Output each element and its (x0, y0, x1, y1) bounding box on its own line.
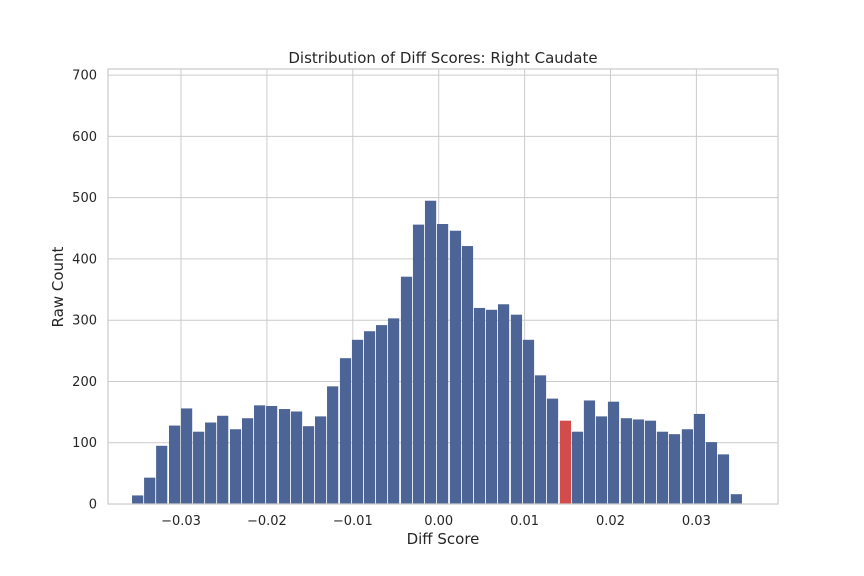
chart-title: Distribution of Diff Scores: Right Cauda… (288, 49, 597, 67)
histogram-bar (205, 422, 217, 504)
histogram-bar (461, 246, 474, 504)
histogram-bar (497, 304, 510, 504)
histogram-bars (132, 200, 742, 505)
histogram-bar (620, 418, 633, 504)
histogram-bar (181, 408, 193, 504)
x-axis-label: Diff Score (407, 530, 480, 548)
histogram-bar (534, 375, 547, 504)
x-tick-label: −0.01 (333, 514, 373, 529)
y-axis-label: Raw Count (49, 246, 67, 327)
x-tick-label: 0.03 (682, 514, 711, 529)
histogram-bar (522, 339, 535, 504)
histogram-bar (242, 418, 254, 504)
histogram-bar (449, 230, 462, 505)
histogram-bar (144, 477, 156, 504)
x-tick-label: −0.03 (161, 514, 201, 529)
histogram-bar (290, 411, 303, 504)
x-tick-label: 0.01 (510, 514, 539, 529)
x-tick-labels: −0.03 −0.02 −0.01 0.00 0.01 0.02 0.03 (161, 514, 711, 529)
histogram-bar (351, 339, 364, 504)
histogram-bar (315, 416, 327, 504)
histogram-bar (412, 224, 425, 504)
histogram-bar (730, 494, 742, 504)
histogram-bar (376, 325, 388, 504)
x-tick-label: 0.00 (424, 514, 453, 529)
histogram-bar (132, 495, 144, 504)
y-tick-label: 0 (89, 498, 97, 513)
histogram-bar (705, 442, 718, 504)
y-tick-label: 400 (72, 252, 97, 267)
histogram-bar (156, 445, 168, 504)
y-tick-labels: 0 100 200 300 400 500 600 700 (72, 69, 97, 513)
histogram-bar-highlighted (559, 420, 572, 504)
histogram-bar (339, 358, 352, 504)
histogram-bar (644, 420, 657, 504)
histogram-bar (632, 419, 645, 504)
x-tick-label: −0.02 (247, 514, 287, 529)
histogram-bar (473, 307, 486, 504)
histogram-bar (278, 409, 291, 504)
histogram-bar (302, 426, 315, 504)
histogram-bar (327, 386, 339, 504)
histogram-bar (254, 405, 266, 504)
histogram-bar (510, 314, 523, 504)
histogram-bar (717, 454, 730, 504)
y-tick-label: 500 (72, 191, 97, 206)
histogram-bar (266, 405, 278, 504)
histogram-bar (656, 431, 669, 504)
histogram-bar (424, 200, 437, 505)
histogram-bar (217, 415, 229, 504)
y-tick-label: 200 (72, 375, 97, 390)
histogram-bar (485, 309, 498, 504)
histogram-bar (546, 398, 559, 504)
plot-frame (107, 68, 779, 505)
y-tick-label: 600 (72, 130, 97, 145)
histogram-bar (363, 331, 376, 504)
histogram-bar (168, 425, 181, 504)
histogram-bar (571, 431, 584, 504)
histogram-bar (193, 431, 205, 504)
histogram-bar (595, 416, 608, 504)
histogram-bar (583, 400, 596, 504)
y-tick-label: 100 (72, 436, 97, 451)
histogram-bar (668, 434, 681, 504)
y-tick-label: 300 (72, 314, 97, 329)
y-tick-label: 700 (72, 69, 97, 84)
histogram-bar (693, 413, 706, 504)
histogram-bar (607, 401, 620, 504)
histogram-bar (229, 429, 242, 504)
x-tick-label: 0.02 (596, 514, 625, 529)
histogram-bar (436, 224, 449, 504)
histogram-bar (400, 276, 413, 504)
histogram-bar (388, 318, 400, 504)
histogram-bar (681, 429, 693, 504)
